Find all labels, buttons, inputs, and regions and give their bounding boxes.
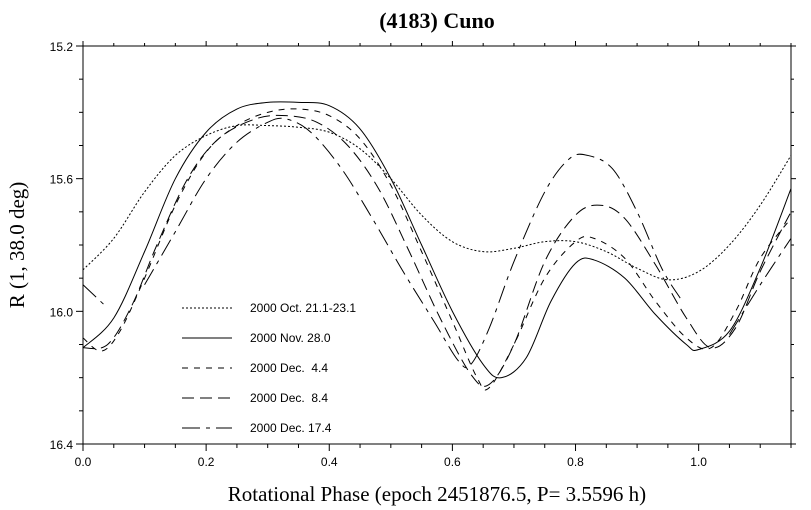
legend-label: 2000 Dec. 8.4 [250,391,328,405]
x-axis-label: Rotational Phase (epoch 2451876.5, P= 3.… [228,482,646,506]
legend-label: 2000 Oct. 21.1-23.1 [250,301,356,315]
y-tick-label: 15.6 [50,173,74,187]
x-tick-label: 0.0 [75,455,92,469]
legend-label: 2000 Nov. 28.0 [250,331,331,345]
series-line-0 [82,124,792,281]
y-tick-label: 16.4 [50,438,74,452]
y-tick-label: 15.2 [50,40,74,54]
series-line-4 [729,238,792,335]
x-tick-label: 0.2 [198,455,215,469]
x-tick-label: 0.6 [444,455,461,469]
x-tick-label: 0.8 [567,455,584,469]
series-line-3 [82,114,792,387]
legend-label: 2000 Dec. 4.4 [250,361,328,375]
y-axis-label: R (1, 38.0 deg) [5,182,29,309]
legend-label: 2000 Dec. 17.4 [250,421,332,435]
series-line-4 [82,284,108,309]
series-line-4 [144,117,681,369]
series-line-1 [82,101,792,379]
x-tick-label: 1.0 [690,455,707,469]
plot-frame [82,45,792,445]
series-line-2 [82,108,792,391]
y-tick-label: 16.0 [50,305,74,319]
chart-title: (4183) Cuno [379,8,495,33]
x-tick-label: 0.4 [321,455,338,469]
